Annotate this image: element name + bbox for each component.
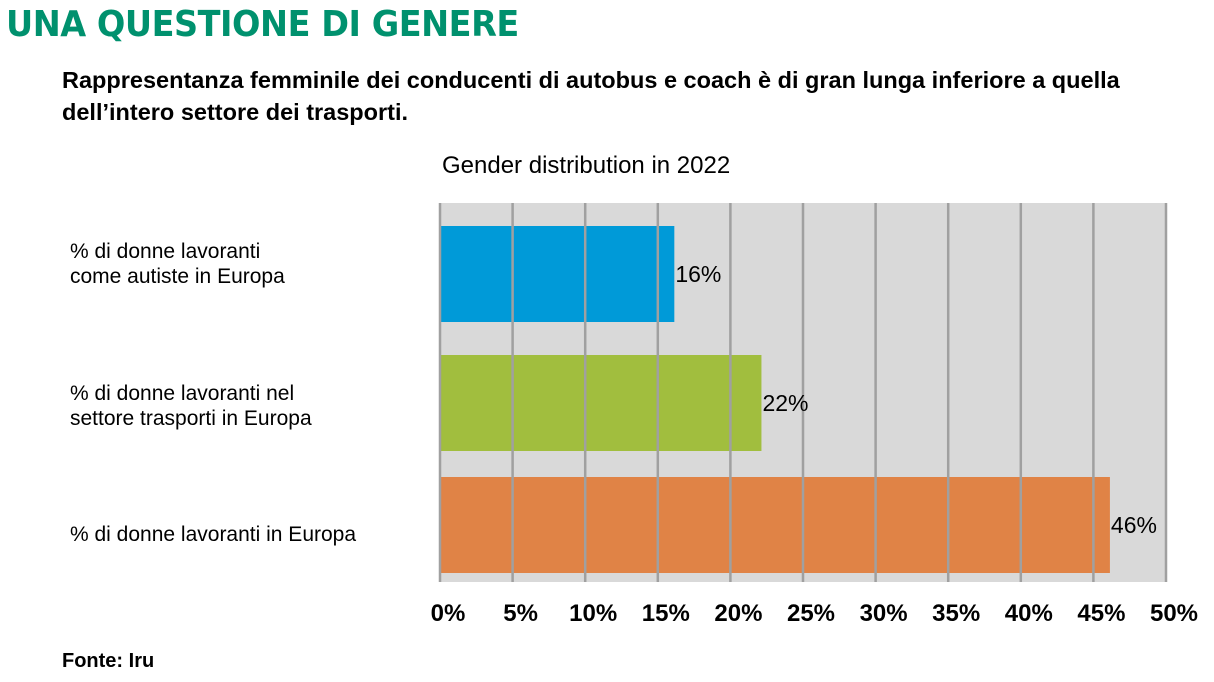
- x-tick-label-0: 0%: [431, 600, 466, 627]
- x-tick-label-50: 50%: [1150, 600, 1198, 627]
- category-label-all: % di donne lavoranti in Europa: [70, 523, 357, 546]
- data-label-1: 22%: [762, 390, 808, 416]
- chart-title: Gender distribution in 2022: [442, 152, 731, 179]
- x-tick-label-20: 20%: [714, 600, 762, 627]
- x-tick-label-40: 40%: [1005, 600, 1053, 627]
- x-tick-label-45: 45%: [1077, 600, 1125, 627]
- x-tick-label-10: 10%: [569, 600, 617, 627]
- subtitle: Rappresentanza femminile dei conducenti …: [62, 67, 1120, 125]
- bar-1: [440, 355, 762, 451]
- source-note: Fonte: Iru: [62, 650, 155, 672]
- headline: UNA QUESTIONE DI GENERE: [6, 4, 519, 45]
- category-label-drivers: % di donne lavoranti come autiste in Eur…: [70, 240, 285, 288]
- x-tick-label-15: 15%: [642, 600, 690, 627]
- x-tick-label-35: 35%: [932, 600, 980, 627]
- category-label-transport: % di donne lavoranti nel settore traspor…: [70, 382, 312, 430]
- bar-2: [440, 477, 1110, 573]
- data-label-0: 16%: [675, 261, 721, 287]
- x-tick-label-5: 5%: [503, 600, 538, 627]
- x-tick-label-25: 25%: [787, 600, 835, 627]
- data-label-2: 46%: [1111, 512, 1157, 538]
- x-tick-label-30: 30%: [860, 600, 908, 627]
- bar-0: [440, 226, 675, 322]
